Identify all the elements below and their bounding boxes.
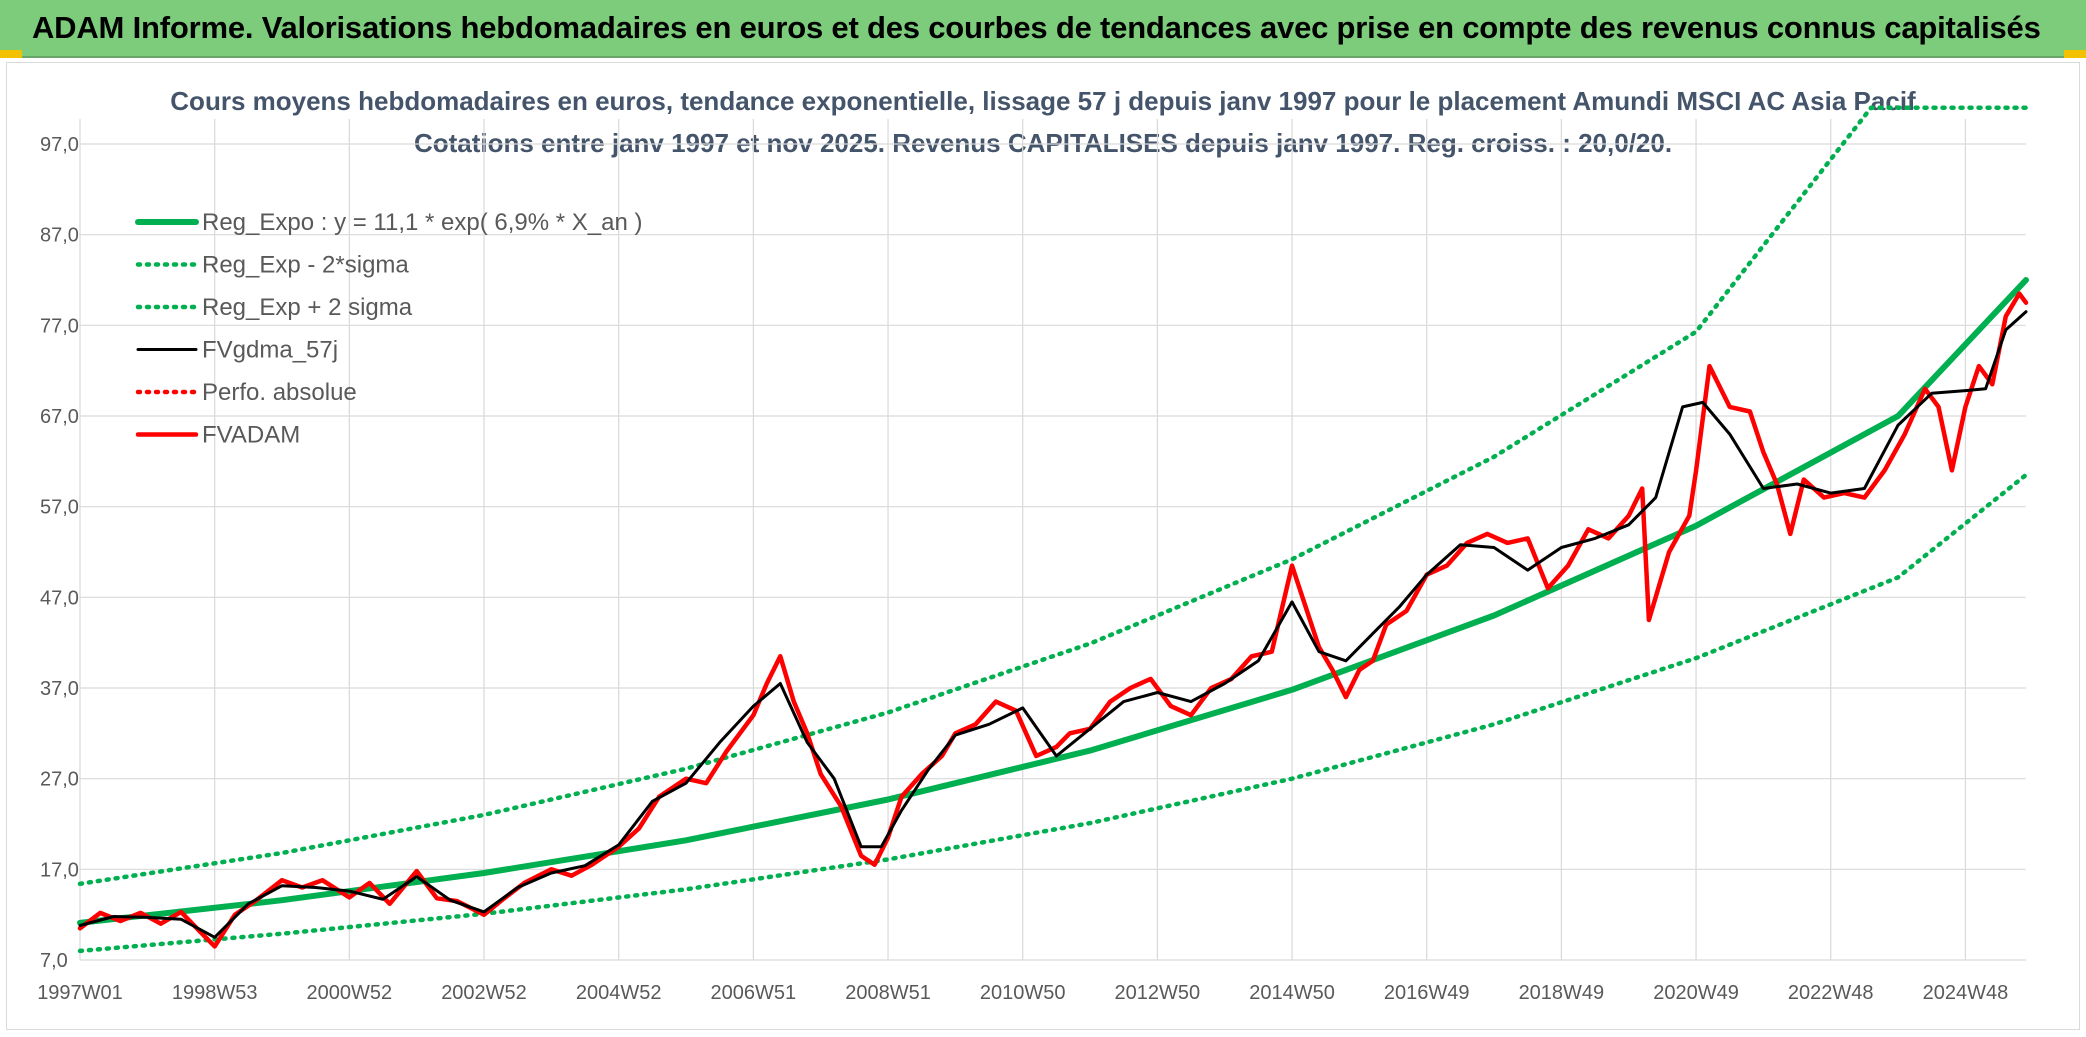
gridlines [79,119,2026,961]
y-tick-label: 7,0 [40,950,68,972]
legend-label: Reg_Expo : y = 11,1 * exp( 6,9% * X_an ) [202,209,642,236]
x-axis: 1997W01 1998W53 2000W52 2002W52 2004W52 2006W… [37,982,2008,1004]
x-tick-label: 2012W50 [1115,982,1201,1004]
x-tick-label: 2018W49 [1519,982,1605,1004]
series-lines [77,105,2029,954]
y-tick-label: 47,0 [40,587,79,609]
x-tick-label: 2022W48 [1788,982,1874,1004]
y-tick-label: 67,0 [40,406,79,428]
x-tick-label: 2016W49 [1384,982,1470,1004]
chart-subtitle: Cotations entre janv 1997 et nov 2025. R… [413,128,1673,158]
x-tick-label: 2024W48 [1923,982,2009,1004]
y-tick-label: 97,0 [40,134,79,156]
x-tick-label: 2002W52 [441,982,527,1004]
y-tick-label: 37,0 [40,678,79,700]
x-tick-label: 1998W53 [172,982,258,1004]
chart-frame [6,62,2080,1030]
series-line-reg_expo [77,277,2029,926]
y-tick-label: 27,0 [40,769,79,791]
x-tick-label: 2014W50 [1249,982,1335,1004]
legend-label: Reg_Exp + 2 sigma [202,294,413,321]
header-accent-left [0,50,22,58]
chart-title: Cours moyens hebdomadaires en euros, ten… [170,86,1916,116]
legend-label: FVgdma_57j [202,337,338,364]
y-axis: 7,0 17,0 27,0 37,0 47,0 57,0 67,0 77,0 87,0 97,0 [40,134,79,972]
x-tick-label: 2020W49 [1653,982,1739,1004]
report-title: ADAM Informe. Valorisations hebdomadaire… [32,10,2041,45]
x-tick-label: 2004W52 [576,982,662,1004]
x-tick-label: 2000W52 [307,982,393,1004]
report-header: ADAM Informe. Valorisations hebdomadaire… [0,0,2086,58]
legend-label: Reg_Exp - 2*sigma [202,252,409,279]
legend: Reg_Expo : y = 11,1 * exp( 6,9% * X_an )… [135,209,642,449]
x-tick-label: 1997W01 [37,982,123,1004]
series-line-reg_exp [77,105,2029,887]
series-line-fvadam [77,291,2029,949]
x-tick-label: 2006W51 [711,982,797,1004]
y-tick-label: 77,0 [40,315,79,337]
x-tick-label: 2008W51 [845,982,931,1004]
y-tick-label: 57,0 [40,497,79,519]
series-line-reg_exp [77,472,2029,954]
y-tick-label: 87,0 [40,225,79,247]
legend-label: FVADAM [202,422,300,449]
y-tick-label: 17,0 [40,859,79,881]
legend-label: Perfo. absolue [202,379,357,406]
series-line-fvgdma_57j [78,310,2028,939]
header-accent-right [2064,50,2086,58]
x-tick-label: 2010W50 [980,982,1066,1004]
